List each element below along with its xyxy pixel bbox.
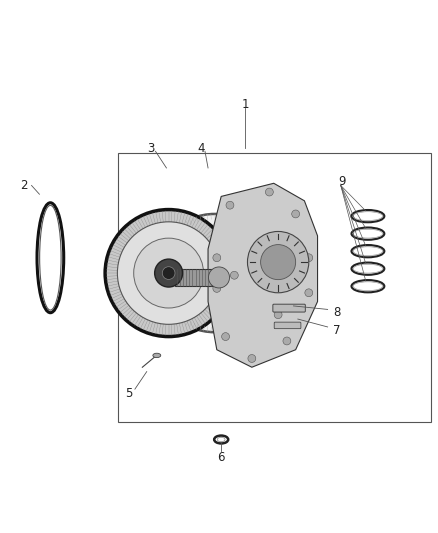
Text: 9: 9 [338, 175, 346, 188]
Circle shape [162, 266, 175, 279]
Circle shape [287, 267, 295, 275]
Circle shape [248, 354, 256, 362]
Circle shape [155, 214, 274, 332]
Circle shape [265, 188, 273, 196]
Circle shape [201, 260, 228, 286]
Bar [118, 152, 431, 422]
Text: 4: 4 [198, 142, 205, 155]
Text: 7: 7 [333, 324, 340, 336]
Circle shape [117, 222, 220, 324]
Circle shape [213, 285, 221, 292]
Circle shape [261, 245, 296, 280]
Circle shape [226, 201, 234, 209]
Text: 8: 8 [333, 306, 340, 319]
Text: 1: 1 [241, 98, 249, 111]
Circle shape [222, 333, 230, 341]
Circle shape [230, 271, 238, 279]
Bar [175, 269, 219, 286]
Circle shape [274, 311, 282, 319]
Circle shape [213, 254, 221, 262]
Circle shape [208, 267, 230, 288]
FancyBboxPatch shape [274, 322, 301, 329]
Circle shape [305, 254, 313, 262]
Circle shape [155, 259, 183, 287]
Circle shape [292, 210, 300, 218]
Circle shape [283, 337, 291, 345]
Polygon shape [208, 183, 318, 367]
Circle shape [134, 238, 204, 308]
Text: 5: 5 [126, 387, 133, 400]
Circle shape [305, 289, 313, 297]
Circle shape [247, 231, 309, 293]
Ellipse shape [153, 353, 161, 358]
FancyBboxPatch shape [273, 304, 305, 312]
Circle shape [105, 209, 232, 336]
Text: 6: 6 [217, 450, 225, 464]
Text: 3: 3 [148, 142, 155, 155]
Text: 2: 2 [20, 179, 28, 192]
